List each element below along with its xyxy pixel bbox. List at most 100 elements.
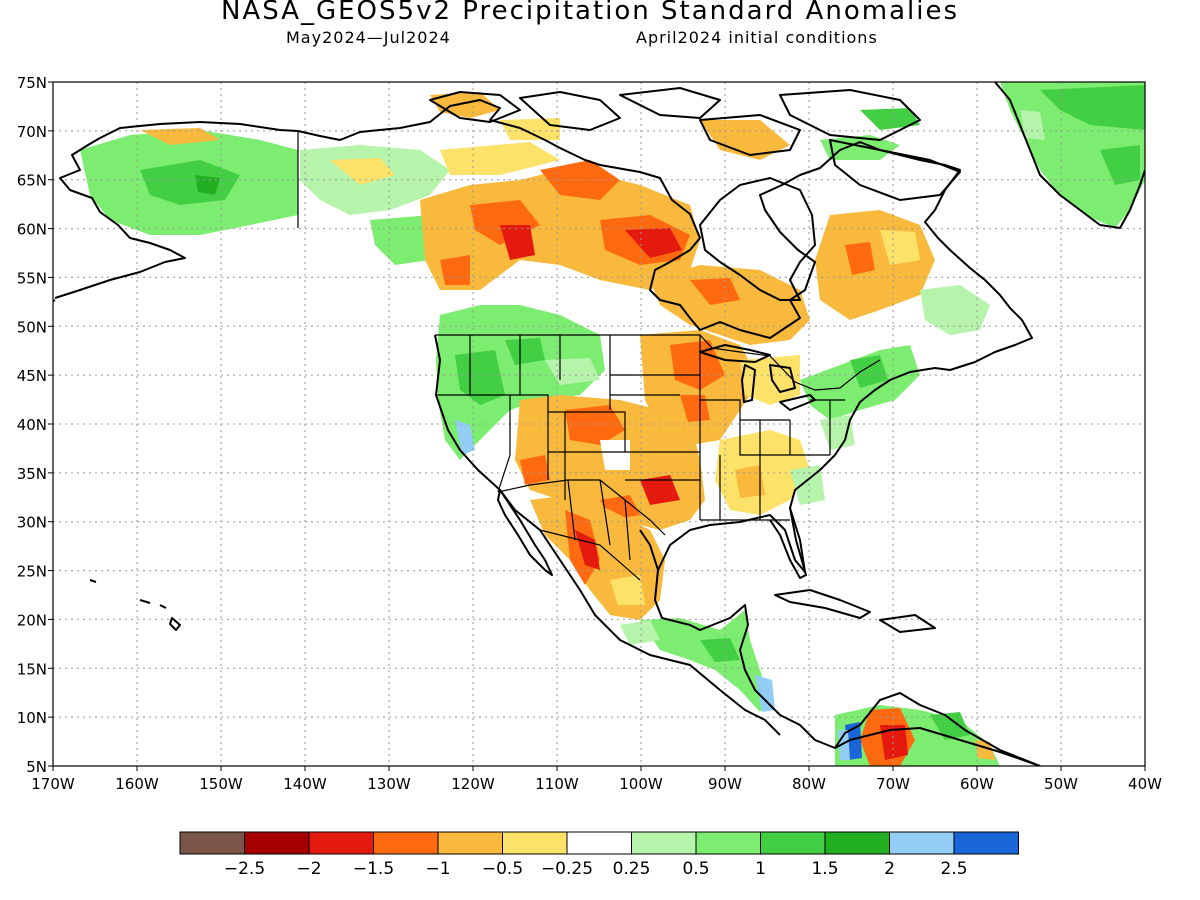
colorbar-label: 1.5 — [811, 859, 838, 879]
hawaii-islands — [139, 599, 181, 631]
anomaly-patch — [545, 358, 600, 385]
political-borders — [297, 131, 881, 581]
colorbar — [179, 831, 1019, 855]
greenland-coastline — [994, 82, 1145, 229]
baja-coastline — [497, 489, 553, 576]
lat-label: 40N — [17, 416, 47, 434]
anomaly-fields — [80, 82, 1145, 766]
anomaly-patch — [700, 638, 740, 662]
anomaly-patch — [500, 118, 560, 140]
lake-superior — [699, 344, 771, 363]
lon-label: 50W — [1044, 775, 1078, 793]
anomaly-patch — [700, 120, 790, 160]
anomaly-patch — [1040, 85, 1145, 130]
colorbar-swatch — [373, 831, 439, 855]
colorbar-swatch — [889, 831, 955, 855]
colorbar-swatch — [760, 831, 826, 855]
anomaly-patch — [755, 675, 775, 712]
map-title: NASA_GEOS5v2 Precipitation Standard Anom… — [220, 0, 960, 26]
lon-label: 160W — [115, 775, 159, 793]
grid-lines — [53, 82, 1145, 766]
hispaniola-coastline — [879, 614, 936, 633]
anomaly-patch — [500, 225, 535, 260]
colorbar-label: −0.25 — [541, 859, 593, 879]
anomaly-patch — [845, 242, 875, 275]
colorbar-swatch — [695, 831, 761, 855]
anomaly-patch — [680, 395, 710, 422]
anomaly-patch — [880, 725, 908, 760]
colorbar-label: −2 — [296, 859, 321, 879]
anomaly-patch — [815, 210, 935, 320]
colorbar-swatch — [437, 831, 503, 855]
forecast-period: May2024—Jul2024 — [286, 28, 451, 47]
anomaly-patch — [565, 405, 625, 445]
colorbar-label: 1 — [755, 859, 766, 879]
anomaly-patch — [505, 338, 545, 365]
lon-label: 150W — [199, 775, 243, 793]
colorbar-swatch — [502, 831, 568, 855]
anomaly-patch — [690, 278, 740, 305]
lat-label: 50N — [17, 318, 47, 336]
anomaly-patch — [735, 465, 765, 498]
colorbar-swatch — [308, 831, 374, 855]
anomaly-patch — [600, 440, 630, 470]
anomaly-patch — [440, 142, 560, 175]
lake-michigan — [741, 364, 756, 403]
lon-label: 80W — [792, 775, 826, 793]
lon-label: 90W — [708, 775, 742, 793]
initial-conditions: April2024 initial conditions — [636, 28, 878, 47]
lat-label: 55N — [17, 269, 47, 287]
anomaly-patch — [610, 575, 645, 605]
lat-label: 5N — [26, 758, 47, 776]
colorbar-swatch — [244, 831, 310, 855]
lon-label: 120W — [451, 775, 495, 793]
lon-label: 70W — [876, 775, 910, 793]
pacific-coastline — [434, 334, 781, 736]
colorbar-label: 0.5 — [682, 859, 709, 879]
anomaly-patch — [790, 465, 825, 505]
colorbar-label: −0.5 — [482, 859, 523, 879]
lat-label: 10N — [17, 709, 47, 727]
cuba-coastline — [774, 589, 871, 619]
lat-label: 65N — [17, 172, 47, 190]
anomaly-patch — [370, 215, 430, 265]
lon-label: 60W — [960, 775, 994, 793]
anomaly-patch — [880, 230, 920, 265]
lat-label: 15N — [17, 660, 47, 678]
colorbar-label: −1 — [425, 859, 450, 879]
hudson-bay-coastline — [699, 177, 816, 301]
anomaly-patch — [520, 455, 550, 485]
florida-coastline — [769, 507, 807, 579]
us-canada-border — [435, 334, 881, 391]
colorbar-label: −2.5 — [224, 859, 265, 879]
anomaly-patch — [650, 265, 810, 345]
lat-label: 70N — [17, 123, 47, 141]
colorbar-labels: −2.5 −2 −1.5 −1 −0.5 −0.25 0.25 0.5 1 1.5 2 2.5 — [224, 859, 968, 879]
anomaly-patch — [625, 228, 682, 258]
colorbar-label: 2.5 — [940, 859, 967, 879]
anomaly-patch — [930, 712, 970, 740]
lake-huron — [769, 364, 796, 393]
arctic-islands — [429, 87, 961, 201]
us-state-lines — [436, 335, 845, 521]
mexico-state-lines — [539, 479, 641, 581]
south-america-coastline — [834, 727, 1041, 766]
anomaly-patch — [540, 160, 620, 200]
north-america-coastline — [54, 99, 1041, 766]
lat-label: 30N — [17, 514, 47, 532]
lon-label: 100W — [619, 775, 663, 793]
anomaly-patch — [850, 355, 888, 388]
anomaly-patch — [670, 340, 725, 390]
lat-label: 60N — [17, 221, 47, 239]
lon-label: 170W — [31, 775, 75, 793]
lon-label: 130W — [367, 775, 411, 793]
lat-label: 45N — [17, 367, 47, 385]
colorbar-swatch — [179, 831, 245, 855]
anomaly-patch — [640, 475, 680, 505]
coastlines — [53, 82, 1145, 766]
colorbar-swatch — [953, 831, 1019, 855]
colorbar-swatch — [824, 831, 890, 855]
anomaly-patch — [455, 350, 505, 405]
anomaly-patch — [620, 620, 660, 645]
lon-label: 140W — [283, 775, 327, 793]
